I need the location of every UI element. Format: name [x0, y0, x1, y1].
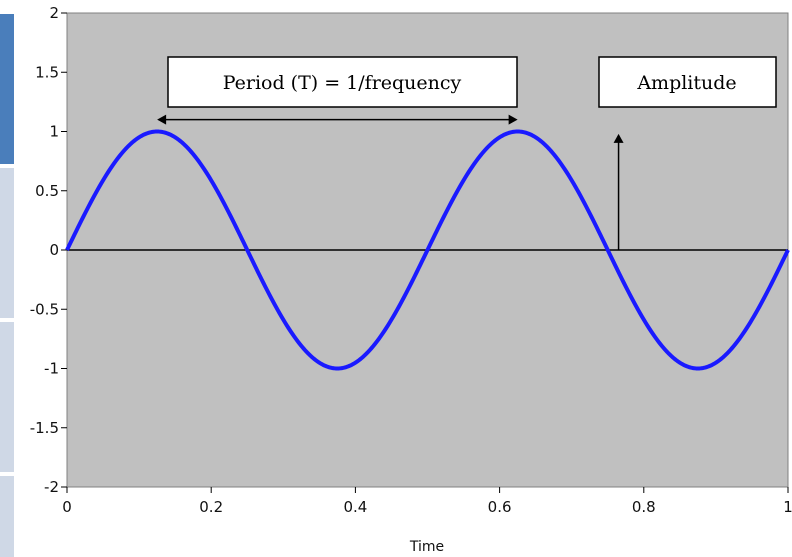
x-tick-label: 0.6 [488, 498, 512, 516]
data-point [517, 131, 518, 132]
x-tick-label: 1 [783, 498, 792, 516]
amplitude-arrow-head [613, 133, 624, 143]
period-arrow-head-left [157, 114, 167, 125]
y-tick-label: -1.5 [30, 419, 59, 437]
data-point [788, 250, 789, 251]
x-axis-title: Time [409, 539, 444, 555]
side-strip-dark [0, 14, 14, 164]
side-strip-light-2 [0, 322, 14, 472]
period-arrow-head-right [508, 114, 518, 125]
y-tick-label: 0.5 [35, 182, 59, 200]
y-tick-label: 1.5 [35, 63, 59, 81]
period-annotation: Period (T) = 1/frequency [167, 56, 518, 108]
amplitude-annotation: Amplitude [598, 56, 777, 108]
x-tick-label: 0.8 [632, 498, 656, 516]
y-tick-label: 1 [49, 123, 59, 141]
period-annotation-box [167, 56, 518, 108]
data-point [607, 250, 608, 251]
y-tick-label: 0 [49, 241, 59, 259]
annotations [157, 114, 624, 250]
x-tick-label: 0 [62, 498, 72, 516]
side-strip-light-3 [0, 476, 14, 557]
y-tick-label: -0.5 [30, 300, 59, 318]
data-point [697, 368, 698, 369]
x-tick-label: 0.4 [343, 498, 367, 516]
data-point [157, 131, 158, 132]
amplitude-annotation-label: Amplitude [636, 72, 736, 94]
series [65, 129, 790, 371]
period-annotation-label: Period (T) = 1/frequency [223, 72, 462, 94]
data-point [427, 250, 428, 251]
side-strip-light-1 [0, 168, 14, 318]
data-point [67, 250, 68, 251]
amplitude-annotation-box [598, 56, 777, 108]
data-point [337, 368, 338, 369]
y-tick-label: 2 [49, 4, 59, 22]
data-point [247, 250, 248, 251]
sine-wave-line [65, 129, 790, 371]
y-tick-label: -1 [44, 360, 59, 378]
x-tick-label: 0.2 [199, 498, 223, 516]
y-tick-label: -2 [44, 478, 59, 496]
